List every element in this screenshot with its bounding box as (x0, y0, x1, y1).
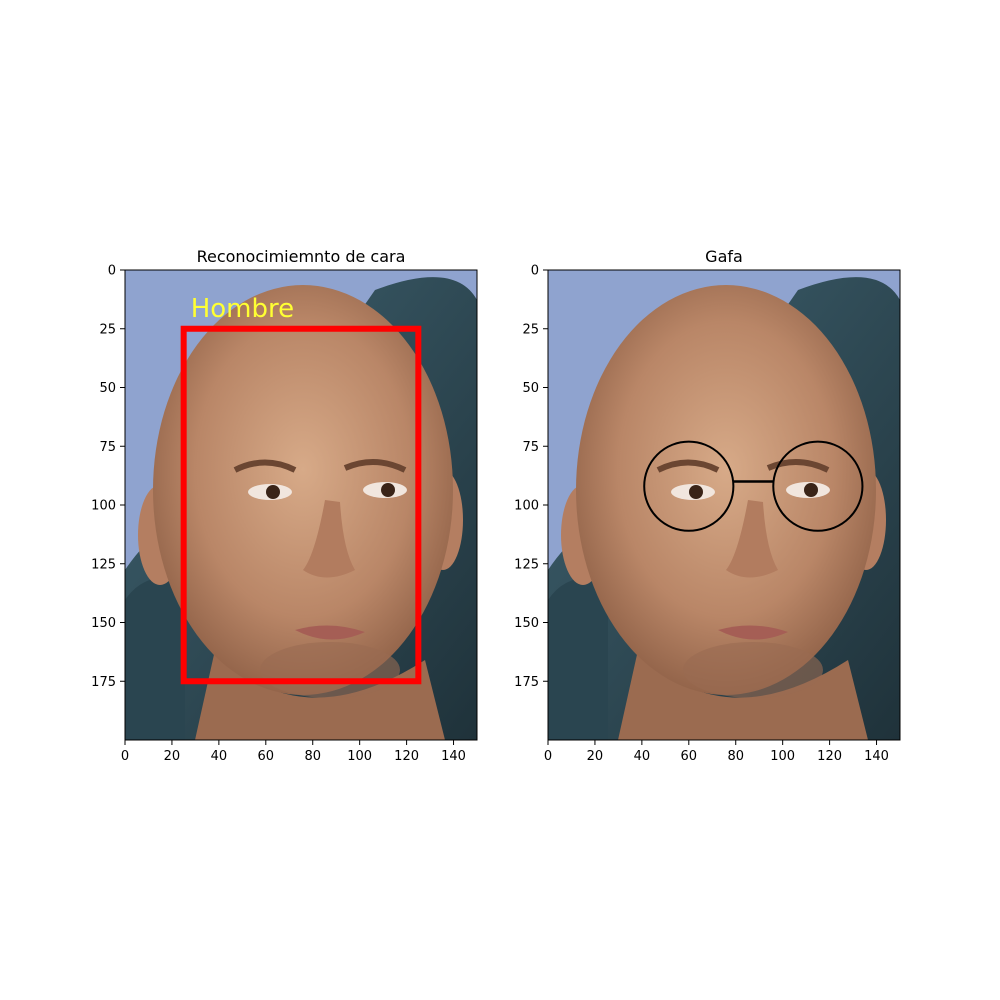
x-tick-label: 80 (727, 749, 744, 764)
x-tick-label: 100 (770, 749, 795, 764)
face-image (548, 270, 900, 740)
y-tick-label: 125 (91, 557, 116, 572)
y-tick-label: 150 (514, 616, 539, 631)
x-tick-label: 120 (394, 749, 419, 764)
y-tick-label: 75 (99, 440, 116, 455)
y-tick-label: 0 (108, 264, 116, 279)
x-tick-label: 140 (441, 749, 466, 764)
glasses-overlay (643, 440, 864, 532)
y-tick-label: 175 (514, 675, 539, 690)
gender-label: Hombre (191, 294, 294, 324)
x-tick-label: 80 (304, 749, 321, 764)
y-tick-label: 50 (99, 381, 116, 396)
x-tick-label: 20 (164, 749, 181, 764)
y-tick-label: 25 (99, 322, 116, 337)
right-lens (772, 440, 864, 532)
panel-title: Reconocimiemnto de cara (197, 247, 406, 266)
x-tick-label: 0 (544, 749, 552, 764)
x-tick-label: 60 (681, 749, 698, 764)
y-tick-label: 175 (91, 675, 116, 690)
y-tick-label: 0 (531, 264, 539, 279)
panel-title: Gafa (705, 247, 743, 266)
face-bounding-box (180, 325, 422, 685)
y-tick-label: 25 (522, 322, 539, 337)
x-tick-label: 120 (817, 749, 842, 764)
y-tick-label: 75 (522, 440, 539, 455)
x-tick-label: 0 (121, 749, 129, 764)
left-lens (643, 440, 735, 532)
y-tick-label: 150 (91, 616, 116, 631)
x-tick-label: 60 (258, 749, 275, 764)
panel-face-recognition: Reconocimiemnto de cara Hombre 0 20 40 60 80… (91, 247, 478, 764)
y-tick-label: 100 (91, 499, 116, 514)
x-tick-label: 140 (864, 749, 889, 764)
x-tick-label: 100 (347, 749, 372, 764)
y-axis: 0 25 50 75 100 125 150 175 (91, 264, 125, 690)
y-tick-label: 50 (522, 381, 539, 396)
x-tick-label: 40 (634, 749, 651, 764)
x-axis: 0 20 40 60 80 100 120 140 (544, 740, 889, 764)
y-tick-label: 125 (514, 557, 539, 572)
x-tick-label: 40 (211, 749, 228, 764)
y-tick-label: 100 (514, 499, 539, 514)
x-tick-label: 20 (587, 749, 604, 764)
x-axis: 0 20 40 60 80 100 120 140 (121, 740, 466, 764)
face-image (125, 270, 477, 740)
panel-glasses: Gafa 0 20 40 60 80 100 120 140 0 25 50 75 100 125 150… (514, 247, 901, 764)
y-axis: 0 25 50 75 100 125 150 175 (514, 264, 548, 690)
